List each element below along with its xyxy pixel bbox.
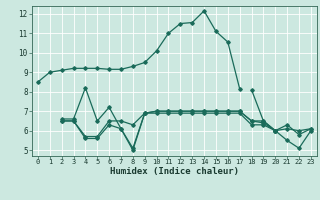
X-axis label: Humidex (Indice chaleur): Humidex (Indice chaleur) bbox=[110, 167, 239, 176]
